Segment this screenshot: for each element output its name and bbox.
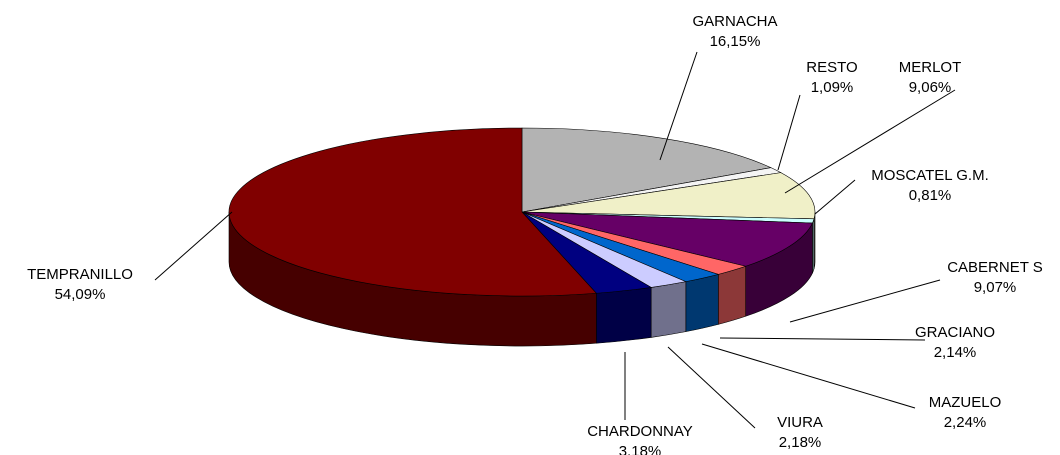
value-label: 3,18% bbox=[619, 443, 662, 455]
slice-side bbox=[650, 281, 687, 338]
value-label: 9,07% bbox=[974, 279, 1017, 296]
slice-label: MERLOT bbox=[899, 59, 962, 76]
leader-line bbox=[784, 89, 956, 194]
leader-line bbox=[719, 337, 926, 341]
slice-side bbox=[717, 265, 746, 325]
slice bbox=[228, 127, 598, 297]
slice-side bbox=[685, 273, 719, 333]
slice-label: GARNACHA bbox=[692, 13, 777, 30]
slice-label: TEMPRANILLO bbox=[27, 266, 133, 283]
leader-line bbox=[789, 279, 941, 323]
value-label: 9,06% bbox=[909, 79, 952, 96]
leader-line bbox=[814, 179, 856, 215]
value-label: 16,15% bbox=[710, 33, 761, 50]
slice bbox=[521, 127, 772, 213]
leader-line bbox=[154, 211, 233, 281]
slice-label: MOSCATEL G.M. bbox=[871, 167, 989, 184]
leader-line bbox=[777, 94, 801, 171]
value-label: 2,14% bbox=[934, 344, 977, 361]
value-label: 0,81% bbox=[909, 187, 952, 204]
slice-side bbox=[596, 287, 652, 344]
value-label: 2,24% bbox=[944, 414, 987, 431]
slice-label: MAZUELO bbox=[929, 394, 1002, 411]
slice-label: GRACIANO bbox=[915, 324, 995, 341]
value-label: 1,09% bbox=[811, 79, 854, 96]
leader-line bbox=[667, 346, 756, 429]
slice-label: RESTO bbox=[806, 59, 857, 76]
slice bbox=[521, 211, 813, 267]
slice bbox=[521, 172, 816, 220]
value-label: 2,18% bbox=[779, 434, 822, 451]
value-label: 54,09% bbox=[55, 286, 106, 303]
slice-label: VIURA bbox=[777, 414, 823, 431]
leader-line bbox=[701, 343, 916, 409]
leader-line bbox=[659, 51, 698, 161]
slice-label: CHARDONNAY bbox=[587, 423, 693, 440]
slice-label: CABERNET S bbox=[947, 259, 1043, 276]
